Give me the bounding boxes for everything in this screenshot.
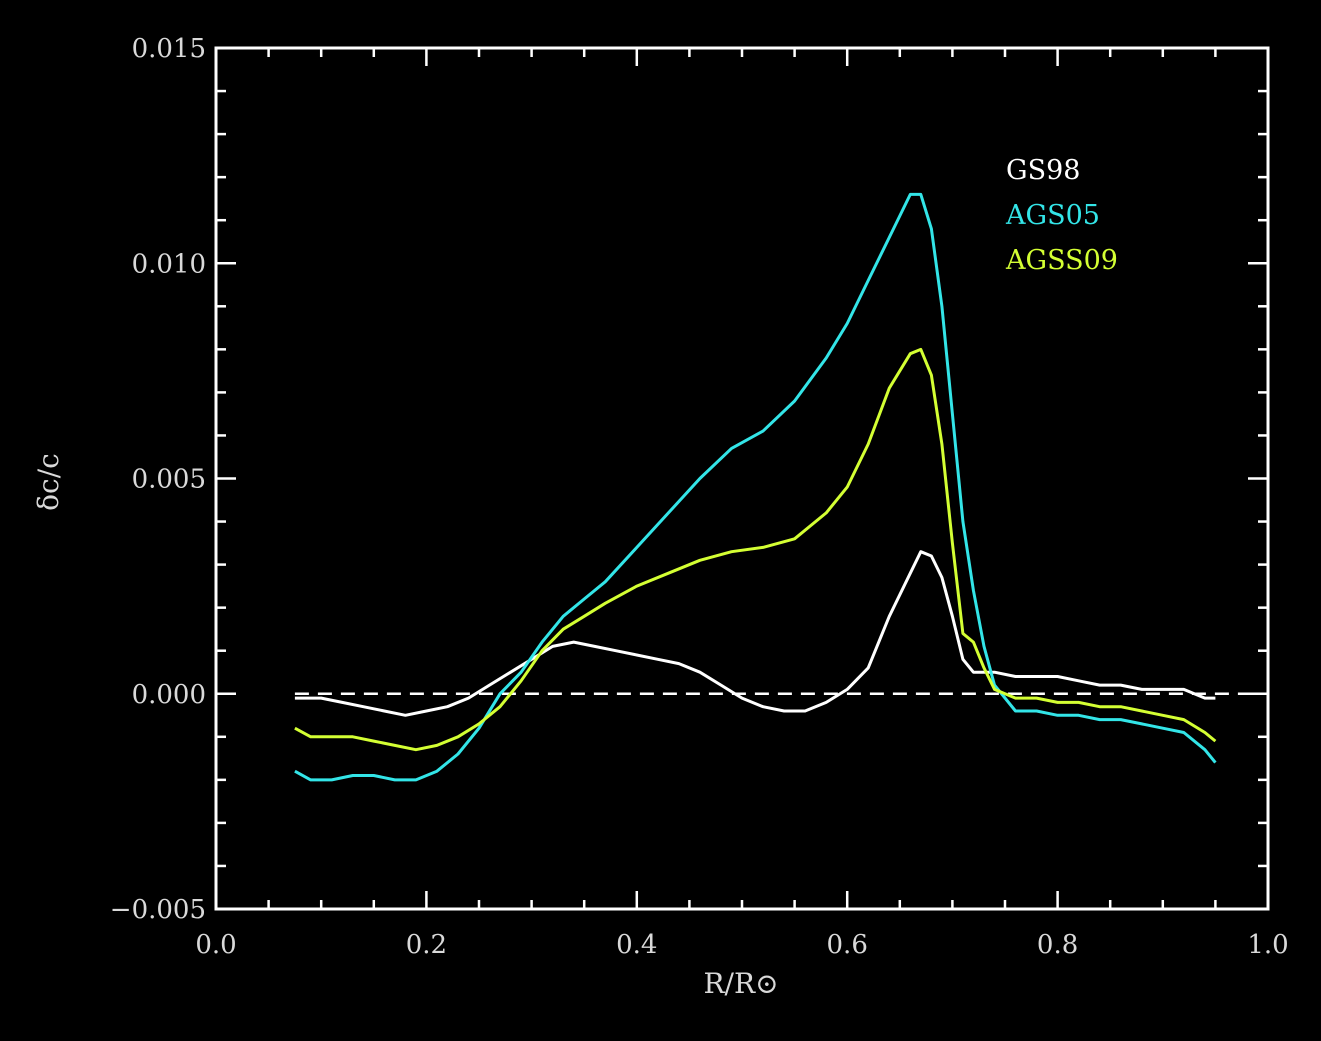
legend-entry-ags05: AGS05 [1005, 200, 1100, 231]
x-tick-label: 0.0 [195, 930, 236, 960]
y-tick-label: 0.010 [132, 249, 206, 279]
tick-labels: 0.0 0.2 0.4 0.6 0.8 1.0 −0.005 0.000 0.005 0.010 0… [110, 34, 1289, 960]
x-tick-label: 0.4 [616, 930, 657, 960]
plot-frame [214, 46, 1270, 911]
series-line-ags05 [294, 192, 1217, 782]
legend-entry-agss09: AGSS09 [1005, 245, 1118, 276]
series-layer [294, 192, 1217, 782]
y-tick-label: 0.000 [132, 680, 206, 710]
series-line-agss09 [294, 347, 1217, 752]
legend-entry-gs98: GS98 [1006, 155, 1080, 186]
x-axis-label: R/R⊙ [703, 967, 778, 1000]
x-tick-label: 0.6 [827, 930, 868, 960]
series-line-gs98 [294, 550, 1216, 717]
x-tick-label: 0.2 [406, 930, 447, 960]
y-tick-label: −0.005 [110, 895, 206, 925]
y-axis-label: δc/c [32, 453, 65, 511]
legend: GS98 AGS05 AGSS09 [1005, 155, 1118, 276]
y-tick-label: 0.015 [132, 34, 206, 64]
x-tick-label: 0.8 [1037, 930, 1078, 960]
y-tick-label: 0.005 [132, 465, 206, 495]
x-tick-label: 1.0 [1247, 930, 1288, 960]
